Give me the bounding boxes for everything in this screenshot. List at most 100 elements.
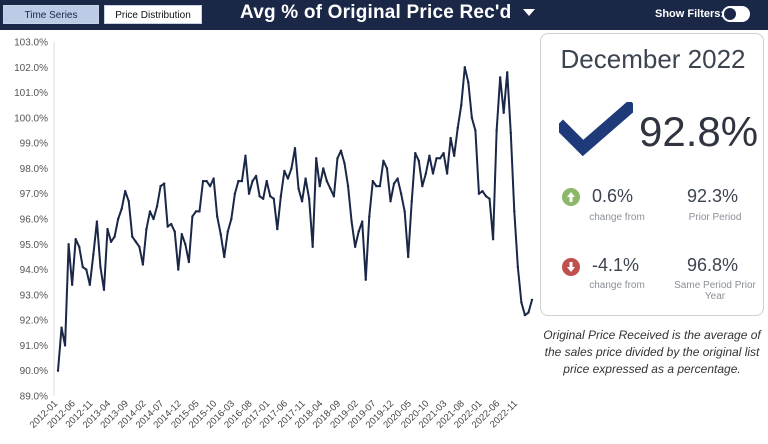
data-point[interactable] [145,227,148,231]
data-point[interactable] [212,177,215,180]
data-point[interactable] [361,220,364,223]
data-point[interactable] [470,116,474,120]
data-point[interactable] [283,169,286,173]
data-point[interactable] [99,265,102,269]
data-point[interactable] [177,268,180,271]
data-point[interactable] [300,200,304,203]
data-point[interactable] [81,265,84,269]
data-point[interactable] [162,182,166,185]
data-point[interactable] [279,195,283,198]
data-point[interactable] [509,131,512,135]
data-point[interactable] [223,255,226,259]
data-point[interactable] [315,157,318,160]
metric-dropdown-caret-icon[interactable] [523,9,535,16]
data-point[interactable] [385,167,389,170]
data-point[interactable] [134,240,138,243]
data-point[interactable] [463,66,466,69]
data-point[interactable] [332,195,336,198]
data-point[interactable] [421,184,424,188]
data-point[interactable] [265,179,268,183]
data-point[interactable] [251,179,254,183]
data-point[interactable] [428,154,431,157]
data-point[interactable] [322,167,325,170]
data-point[interactable] [488,197,491,200]
data-point[interactable] [244,154,247,157]
data-point[interactable] [226,230,229,233]
data-point[interactable] [396,177,399,180]
data-point[interactable] [233,192,237,195]
data-point[interactable] [60,326,63,329]
data-point[interactable] [399,192,403,195]
data-point[interactable] [208,184,212,188]
data-point[interactable] [491,238,495,241]
data-point[interactable] [371,179,375,183]
data-point[interactable] [120,207,123,211]
data-point[interactable] [152,217,155,221]
data-point[interactable] [95,220,99,223]
data-point[interactable] [269,195,272,198]
data-point[interactable] [138,245,141,249]
data-point[interactable] [513,210,516,213]
data-point[interactable] [201,179,205,183]
data-point[interactable] [357,230,360,233]
data-point[interactable] [109,240,113,243]
data-point[interactable] [378,184,382,188]
data-point[interactable] [329,187,332,190]
data-point[interactable] [141,263,145,266]
data-point[interactable] [70,283,74,286]
data-point[interactable] [343,162,346,165]
data-point[interactable] [297,187,300,190]
data-point[interactable] [215,215,219,218]
data-point[interactable] [307,197,311,200]
data-point[interactable] [442,152,445,155]
data-point[interactable] [237,179,240,183]
data-point[interactable] [247,192,251,195]
data-point[interactable] [477,192,481,195]
data-point[interactable] [414,152,417,155]
tab-time-series[interactable]: Time Series [3,5,99,24]
data-point[interactable] [389,200,392,203]
data-point[interactable] [460,104,463,107]
data-point[interactable] [364,278,367,281]
data-point[interactable] [78,245,81,249]
data-point[interactable] [474,129,477,132]
data-point[interactable] [187,260,191,264]
data-point[interactable] [304,177,307,180]
data-point[interactable] [311,245,314,249]
data-point[interactable] [417,159,421,163]
data-point[interactable] [339,149,343,152]
data-point[interactable] [445,172,449,175]
data-point[interactable] [219,232,222,236]
data-point[interactable] [240,179,244,183]
tab-price-distribution[interactable]: Price Distribution [104,5,202,24]
data-point[interactable] [530,298,534,302]
data-point[interactable] [325,179,329,183]
data-point[interactable] [74,238,77,241]
data-point[interactable] [410,200,413,203]
data-point[interactable] [368,215,371,218]
data-point[interactable] [92,253,95,256]
data-point[interactable] [516,265,520,269]
data-point[interactable] [424,172,428,175]
data-point[interactable] [456,126,459,130]
data-point[interactable] [495,129,498,132]
data-point[interactable] [318,184,321,188]
data-point[interactable] [88,283,92,286]
data-point[interactable] [169,222,173,226]
data-point[interactable] [392,182,396,185]
data-point[interactable] [159,184,162,188]
data-point[interactable] [131,235,134,238]
data-point[interactable] [272,197,275,200]
data-point[interactable] [127,200,130,203]
data-point[interactable] [56,369,60,372]
data-point[interactable] [194,210,198,213]
data-point[interactable] [353,245,357,249]
data-point[interactable] [67,243,70,246]
data-point[interactable] [116,217,120,221]
data-point[interactable] [452,154,456,157]
data-point[interactable] [286,177,290,180]
data-point[interactable] [184,243,187,246]
data-point[interactable] [290,167,293,170]
data-point[interactable] [431,172,435,175]
data-point[interactable] [293,147,297,150]
